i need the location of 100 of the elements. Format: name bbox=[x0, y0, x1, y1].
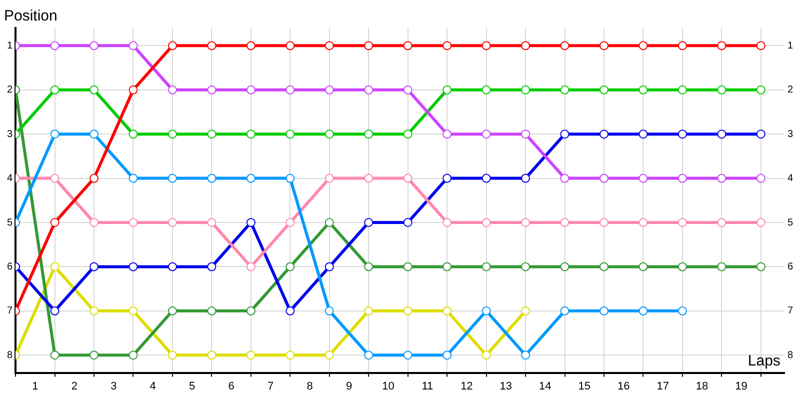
x-tick-label: 6 bbox=[228, 380, 234, 392]
point bbox=[324, 218, 334, 228]
point bbox=[403, 41, 412, 50]
point bbox=[246, 174, 256, 183]
point bbox=[560, 306, 570, 316]
point bbox=[442, 350, 452, 360]
x-tick-label: 15 bbox=[578, 380, 590, 392]
point bbox=[364, 130, 374, 139]
point bbox=[207, 85, 216, 94]
point bbox=[168, 350, 177, 360]
y-tick-label: 1 bbox=[7, 40, 13, 52]
point bbox=[442, 174, 452, 183]
point bbox=[364, 174, 374, 183]
point bbox=[442, 262, 452, 272]
point bbox=[364, 85, 374, 94]
point bbox=[50, 350, 60, 360]
point bbox=[521, 85, 530, 94]
point bbox=[638, 218, 648, 228]
point bbox=[128, 41, 138, 50]
point bbox=[403, 350, 412, 360]
point bbox=[324, 130, 334, 139]
point bbox=[128, 85, 138, 94]
point bbox=[717, 262, 726, 272]
point bbox=[717, 218, 726, 228]
y-tick-label: 3 bbox=[7, 128, 13, 140]
point bbox=[717, 174, 726, 183]
x-tick-label: 7 bbox=[267, 380, 274, 392]
point bbox=[246, 85, 256, 94]
point bbox=[207, 262, 216, 272]
point bbox=[50, 306, 60, 316]
point bbox=[168, 306, 177, 316]
point bbox=[403, 85, 412, 94]
point bbox=[50, 41, 60, 50]
point bbox=[364, 306, 374, 316]
point bbox=[756, 41, 766, 50]
y2-tick-label: 5 bbox=[787, 217, 794, 228]
point bbox=[482, 262, 491, 272]
point bbox=[324, 85, 334, 94]
point bbox=[678, 85, 687, 94]
point bbox=[482, 306, 491, 316]
point bbox=[560, 41, 570, 50]
y2-tick-label: 1 bbox=[787, 40, 794, 52]
point bbox=[482, 350, 491, 360]
y2-tick-label: 2 bbox=[787, 84, 794, 96]
point bbox=[90, 262, 99, 272]
point bbox=[717, 130, 726, 139]
point bbox=[324, 350, 334, 360]
point bbox=[364, 350, 374, 360]
point bbox=[560, 85, 570, 94]
point bbox=[678, 174, 687, 183]
point bbox=[246, 262, 256, 272]
point bbox=[403, 218, 412, 228]
x-tick-label: 5 bbox=[189, 380, 196, 392]
point bbox=[638, 174, 648, 183]
point bbox=[638, 130, 648, 139]
x-tick-label: 18 bbox=[696, 380, 708, 392]
y2-tick-label: 6 bbox=[787, 261, 794, 272]
point bbox=[717, 85, 726, 94]
point bbox=[286, 350, 295, 360]
point bbox=[128, 174, 138, 183]
y-tick-label: 7 bbox=[7, 306, 13, 317]
point bbox=[364, 262, 374, 272]
point bbox=[246, 350, 256, 360]
point bbox=[286, 262, 295, 272]
point bbox=[286, 130, 295, 139]
point bbox=[207, 350, 216, 360]
point bbox=[599, 85, 608, 94]
point bbox=[207, 306, 216, 316]
y-tick-label: 5 bbox=[7, 217, 13, 228]
point bbox=[207, 218, 216, 228]
point bbox=[364, 41, 374, 50]
y2-tick-label: 3 bbox=[787, 128, 794, 140]
point bbox=[286, 85, 295, 94]
point bbox=[207, 41, 216, 50]
point bbox=[560, 130, 570, 139]
point bbox=[403, 306, 412, 316]
point bbox=[442, 41, 452, 50]
point bbox=[442, 218, 452, 228]
point bbox=[638, 262, 648, 272]
point bbox=[756, 130, 766, 139]
point bbox=[482, 85, 491, 94]
point bbox=[599, 41, 608, 50]
point bbox=[168, 174, 177, 183]
point bbox=[246, 306, 256, 316]
point bbox=[756, 85, 766, 94]
point bbox=[246, 218, 256, 228]
x-tick-label: 9 bbox=[346, 380, 352, 392]
point bbox=[599, 262, 608, 272]
point bbox=[207, 130, 216, 139]
point bbox=[442, 130, 452, 139]
point bbox=[50, 174, 60, 183]
point bbox=[90, 174, 99, 183]
point bbox=[128, 218, 138, 228]
point bbox=[521, 130, 530, 139]
point bbox=[717, 41, 726, 50]
point bbox=[599, 174, 608, 183]
point bbox=[128, 130, 138, 139]
point bbox=[678, 41, 687, 50]
point bbox=[207, 174, 216, 183]
point bbox=[128, 350, 138, 360]
